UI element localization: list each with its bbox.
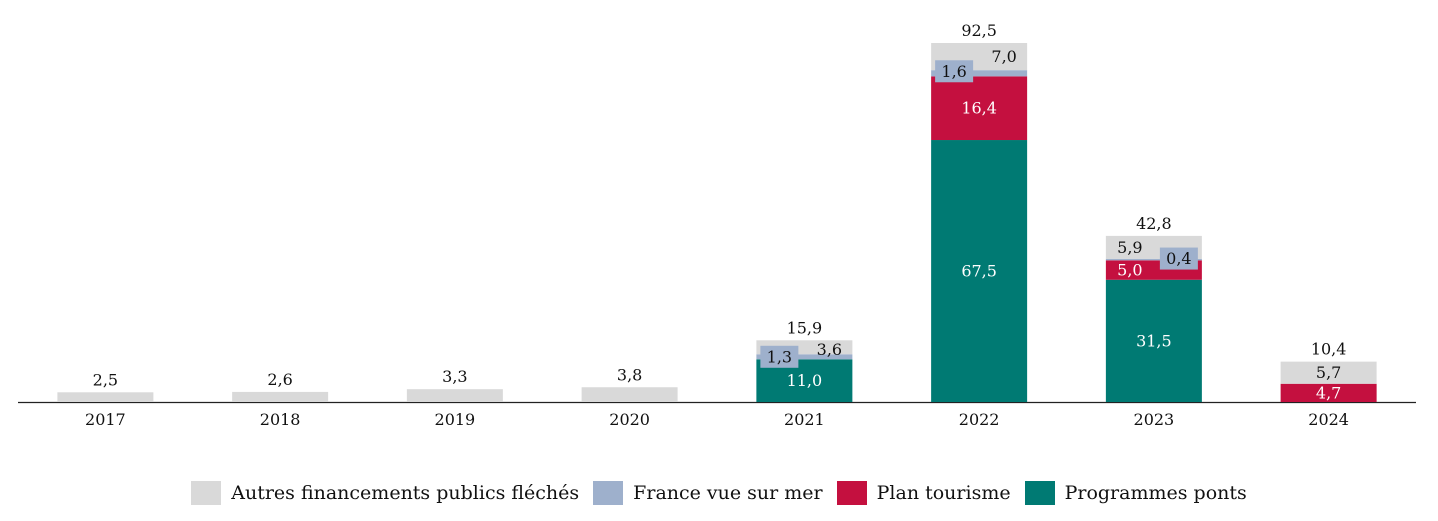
x-tick-label-2022: 2022	[959, 410, 1000, 429]
total-label-2023: 42,8	[1136, 214, 1172, 233]
segment-label-2022-2: 1,6	[941, 62, 966, 81]
x-tick-label-2018: 2018	[260, 410, 301, 429]
total-label-2020: 3,8	[617, 365, 642, 384]
legend-label: Plan tourisme	[876, 482, 1011, 504]
bar-segment-2021-france-vue-sur-mer	[756, 354, 853, 360]
x-tick-label-2019: 2019	[435, 410, 476, 429]
total-label-2018: 2,6	[267, 370, 292, 389]
x-tick-label-2024: 2024	[1308, 410, 1349, 429]
segment-label-2022-1: 16,4	[961, 99, 997, 118]
segment-label-2023-0: 31,5	[1136, 331, 1172, 350]
x-tick-label-2017: 2017	[85, 410, 126, 429]
bar-segment-2022-plan-tourisme	[931, 76, 1028, 141]
bar-segment-2017-autres-financements-publics-fl-ch-s	[57, 392, 154, 402]
bar-segment-2024-autres-financements-publics-fl-ch-s	[1280, 361, 1377, 384]
legend-label: Autres financements publics fléchés	[231, 482, 580, 504]
legend-swatch	[1024, 481, 1055, 505]
legend-swatch	[836, 481, 867, 505]
x-tick-label-2020: 2020	[609, 410, 650, 429]
legend-item: Plan tourisme	[836, 481, 1011, 505]
segment-label-2023-1: 5,0	[1117, 261, 1142, 280]
legend-swatch	[191, 481, 222, 505]
bar-segment-2019-autres-financements-publics-fl-ch-s	[406, 389, 503, 402]
legend-item: France vue sur mer	[593, 481, 823, 505]
segment-label-2021-2: 1,3	[767, 347, 792, 366]
legend-swatch	[593, 481, 624, 505]
x-tick-label-2023: 2023	[1134, 410, 1175, 429]
legend-label: Programmes ponts	[1064, 482, 1247, 504]
bar-segment-2023-france-vue-sur-mer	[1105, 258, 1202, 261]
segment-label-2021-0: 11,0	[787, 371, 823, 390]
bar-segment-2018-autres-financements-publics-fl-ch-s	[232, 391, 329, 402]
legend-item: Autres financements publics fléchés	[191, 481, 579, 505]
legend-label: France vue sur mer	[633, 482, 823, 504]
segment-label-2022-0: 67,5	[961, 262, 997, 281]
legend-item: Programmes ponts	[1024, 481, 1247, 505]
segment-label-2024-1: 4,7	[1316, 383, 1341, 402]
total-label-2019: 3,3	[442, 367, 467, 386]
segment-label-box-2021	[760, 345, 799, 368]
total-label-2022: 92,5	[961, 21, 997, 40]
bar-segment-2024-plan-tourisme	[1280, 383, 1377, 402]
segment-label-2023-2: 0,4	[1166, 249, 1191, 268]
total-label-2017: 2,5	[93, 370, 118, 389]
segment-label-box-2023	[1159, 247, 1198, 270]
bar-segment-2020-autres-financements-publics-fl-ch-s	[581, 387, 678, 402]
bar-segment-2022-programmes-ponts	[931, 140, 1028, 402]
segment-label-box-2022	[935, 60, 974, 83]
segment-label-2023-3: 5,9	[1117, 238, 1142, 257]
chart-legend: Autres financements publics fléchés Franc…	[0, 476, 1438, 510]
segment-label-2022-3: 7,0	[991, 47, 1016, 66]
bar-segment-2022-france-vue-sur-mer	[931, 70, 1028, 77]
segment-label-2021-3: 3,6	[817, 340, 842, 359]
segment-label-2024-3: 5,7	[1316, 363, 1341, 382]
bar-segment-2023-programmes-ponts	[1105, 279, 1202, 402]
x-tick-label-2021: 2021	[784, 410, 825, 429]
total-label-2021: 15,9	[787, 318, 823, 337]
total-label-2024: 10,4	[1311, 340, 1347, 359]
